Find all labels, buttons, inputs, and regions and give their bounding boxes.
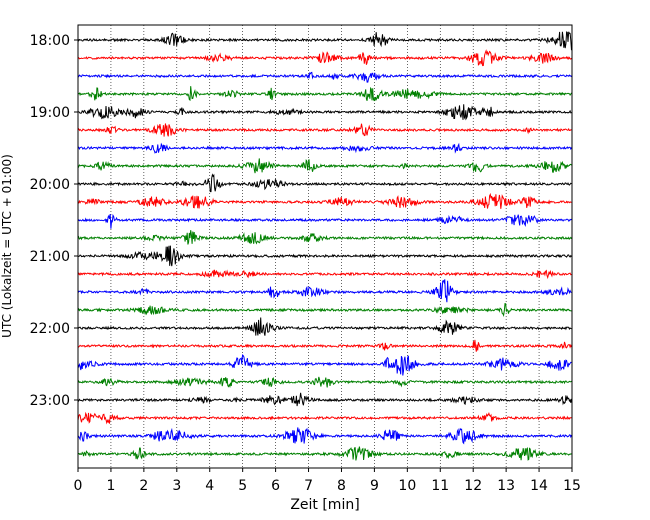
- trace-line: [77, 71, 572, 83]
- trace-line: [77, 86, 572, 102]
- y-axis-ticks: 18:00 19:00 20:00 21:00 22:00 23:00: [30, 33, 78, 409]
- y-tick-label: 21:00: [30, 249, 70, 265]
- x-tick-label: 5: [238, 478, 247, 494]
- trace-line: [77, 104, 572, 121]
- y-axis-label: UTC (Lokalzeit = UTC + 01:00): [0, 154, 14, 338]
- trace-line: [77, 354, 572, 376]
- x-axis-ticks: 0 1 2 3 4 5 6 7 8 9 10 11 12 13 14 15: [74, 468, 581, 494]
- y-tick-label: 22:00: [30, 321, 70, 337]
- trace-line: [77, 279, 572, 303]
- trace-line: [77, 31, 572, 51]
- x-tick-label: 11: [431, 478, 449, 494]
- x-tick-label: 0: [74, 478, 83, 494]
- trace-line: [77, 427, 572, 445]
- x-tick-label: 9: [370, 478, 379, 494]
- trace-line: [77, 213, 572, 229]
- trace-line: [77, 173, 572, 193]
- x-tick-label: 7: [304, 478, 313, 494]
- x-axis-label: Zeit [min]: [290, 497, 359, 513]
- trace-line: [77, 158, 572, 174]
- y-tick-label: 20:00: [30, 177, 70, 193]
- x-tick-label: 4: [205, 478, 214, 494]
- x-tick-label: 13: [497, 478, 515, 494]
- plot-frame: [77, 24, 573, 469]
- trace-line: [77, 192, 572, 209]
- x-tick-label: 14: [530, 478, 548, 494]
- x-tick-label: 3: [172, 478, 181, 494]
- trace-line: [77, 245, 572, 267]
- trace-line: [77, 123, 572, 137]
- x-tick-label: 1: [106, 478, 115, 494]
- trace-line: [77, 49, 572, 67]
- vertical-grid: [110, 25, 540, 468]
- trace-line: [77, 269, 572, 280]
- seismic-traces: [77, 31, 572, 461]
- x-tick-label: 6: [271, 478, 280, 494]
- trace-line: [77, 317, 572, 336]
- x-tick-label: 12: [464, 478, 482, 494]
- trace-line: [77, 230, 572, 245]
- x-tick-label: 8: [337, 478, 346, 494]
- x-tick-label: 2: [139, 478, 148, 494]
- trace-line: [77, 142, 572, 154]
- trace-line: [77, 446, 572, 461]
- trace-line: [77, 392, 572, 407]
- x-tick-label: 10: [398, 478, 416, 494]
- x-tick-label: 15: [563, 478, 581, 494]
- y-tick-label: 19:00: [30, 105, 70, 121]
- trace-line: [77, 339, 572, 352]
- y-tick-label: 18:00: [30, 33, 70, 49]
- y-tick-label: 23:00: [30, 393, 70, 409]
- trace-line: [77, 303, 572, 317]
- trace-line: [77, 411, 572, 425]
- trace-line: [77, 376, 572, 389]
